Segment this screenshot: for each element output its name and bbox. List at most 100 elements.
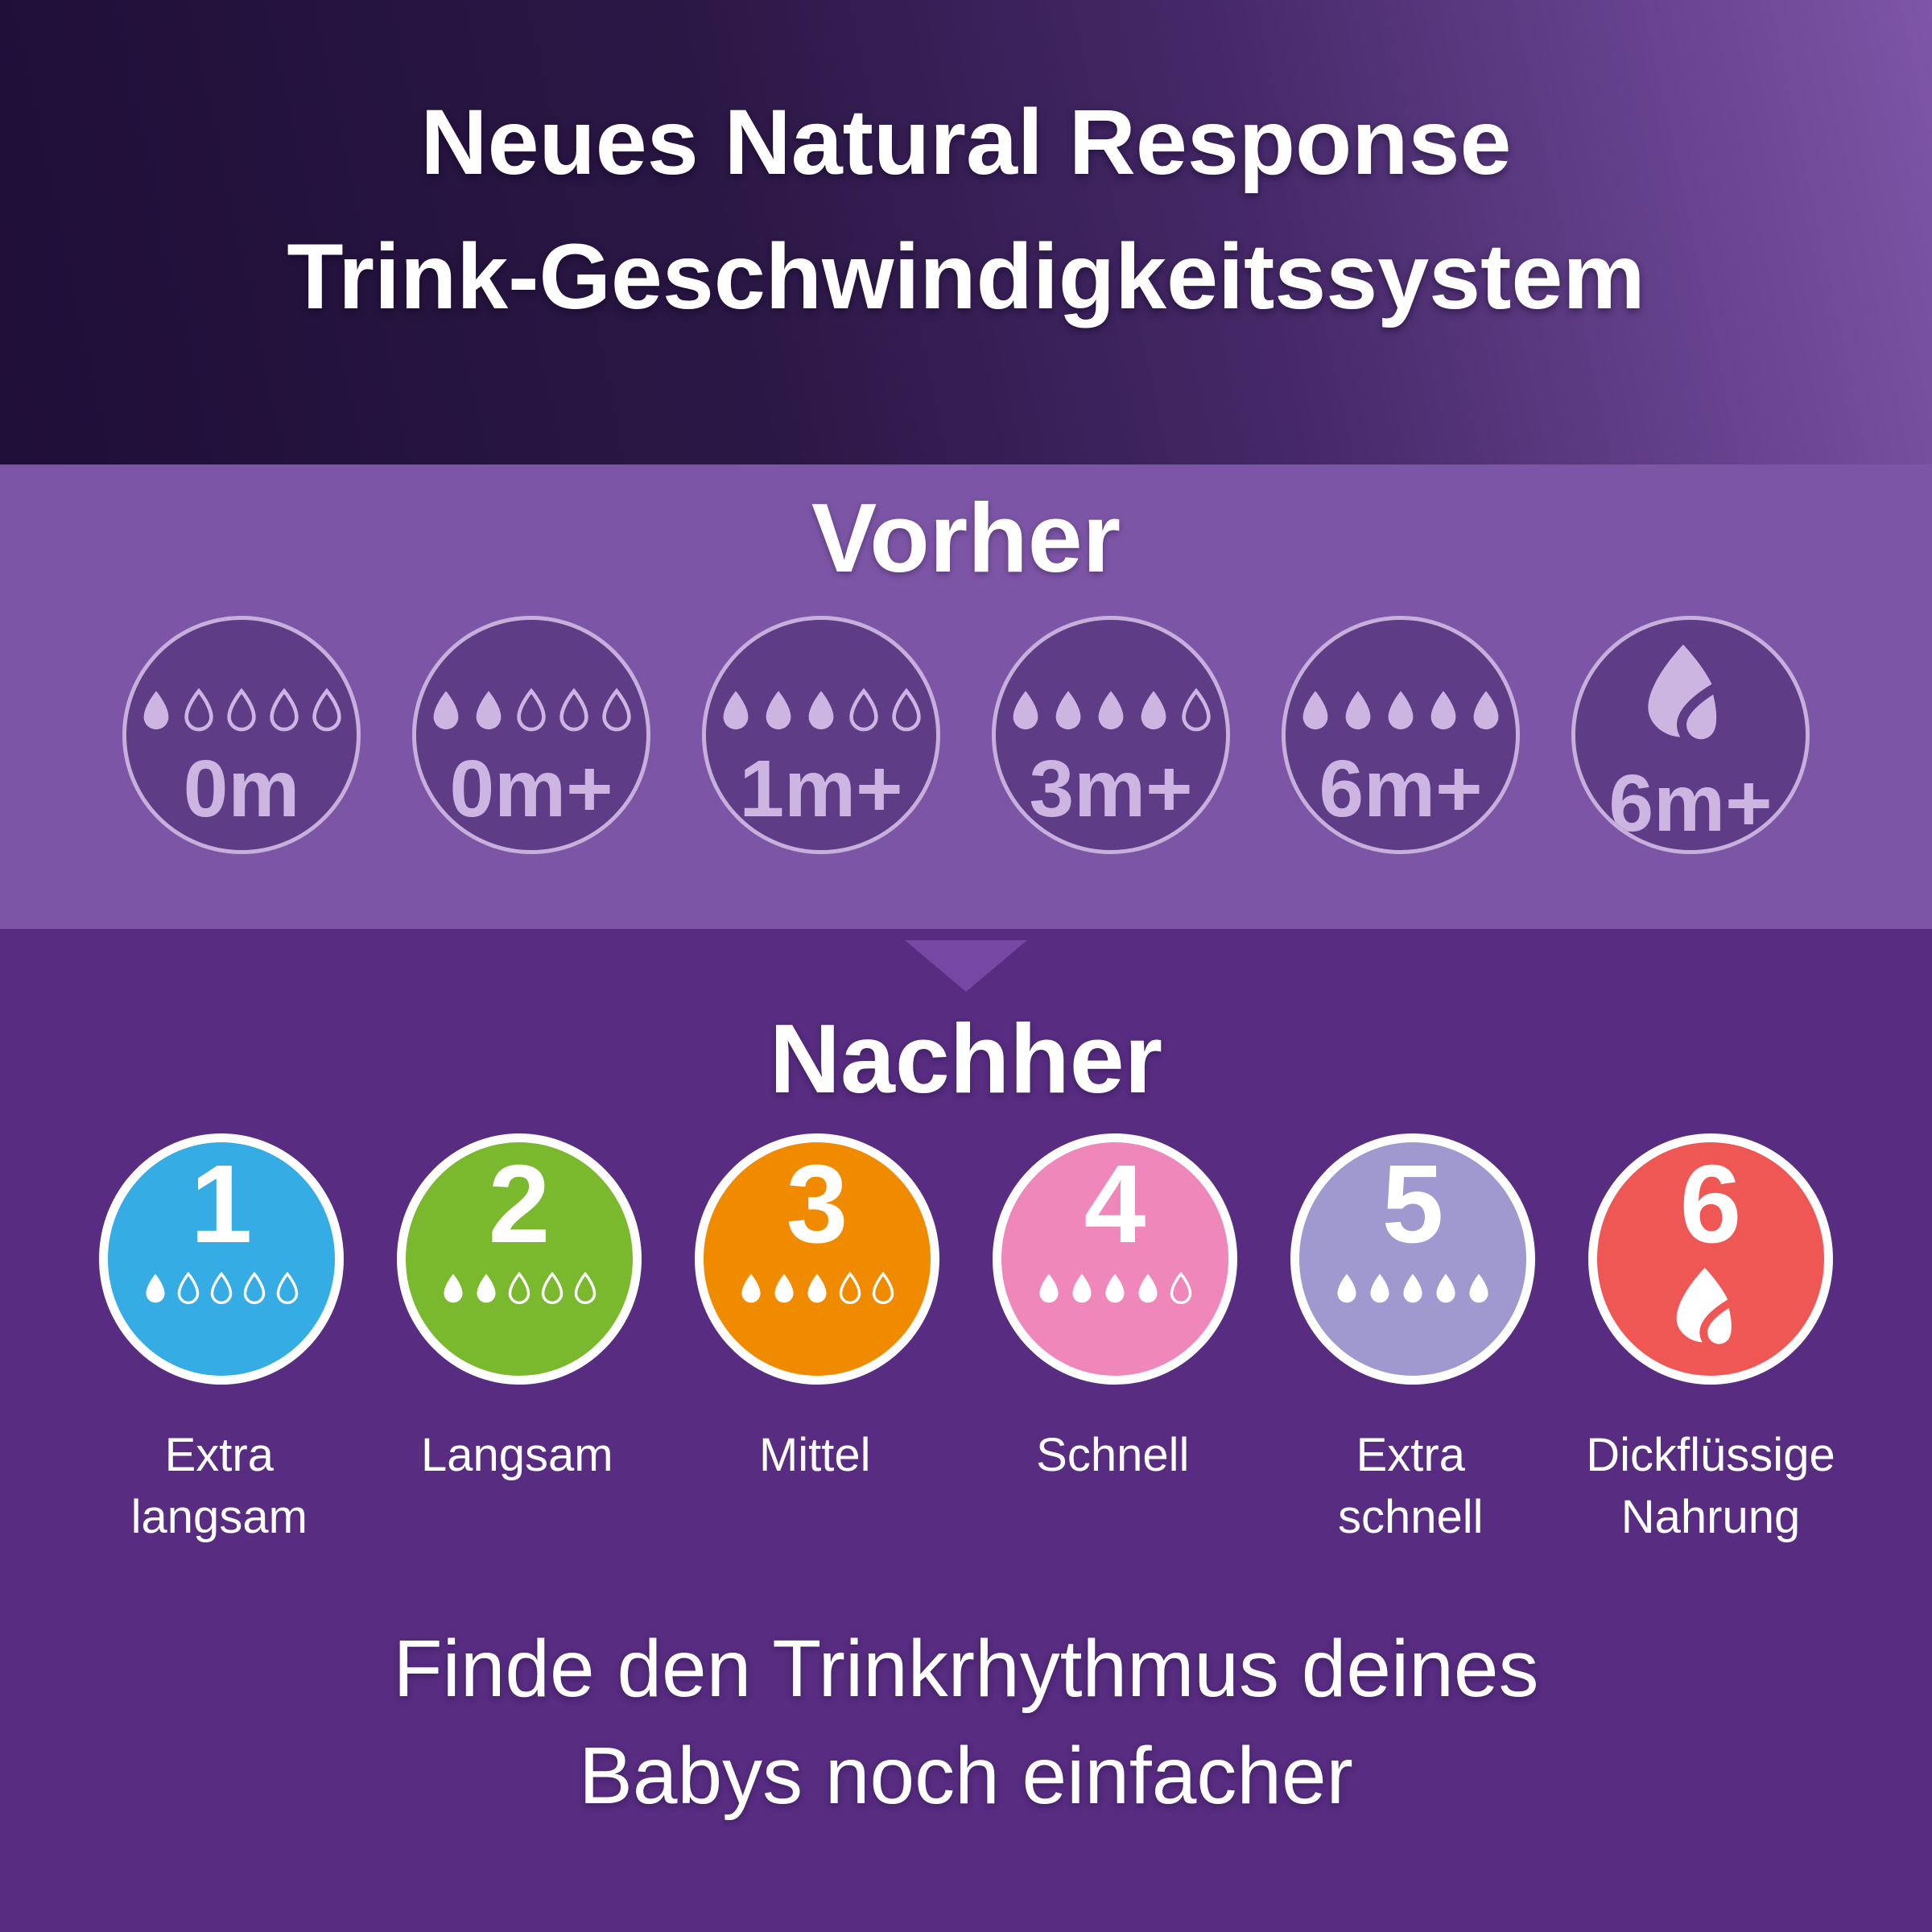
before-circle-label: 6m+: [1319, 744, 1483, 835]
after-circle-number: 1: [190, 1142, 253, 1267]
droplet-row: [430, 687, 633, 734]
after-circle-label: Extra schnell: [1338, 1429, 1484, 1543]
after-circle-number: 6: [1679, 1142, 1742, 1267]
before-circle-label: 3m+: [1029, 744, 1193, 835]
droplet-outline-icon: [1182, 688, 1211, 732]
droplet-filled-icon: [1098, 691, 1124, 730]
after-circle: 4: [993, 1133, 1237, 1385]
before-circle-row: 0m 0m+ 1m+ 3m+ 6m+ 6m+: [0, 616, 1932, 855]
droplet-outline-icon: [210, 1272, 233, 1305]
droplet-filled-icon: [1469, 1274, 1488, 1303]
droplet-outline-icon: [559, 688, 588, 732]
after-circle: 5: [1290, 1133, 1535, 1385]
droplet-row: [720, 687, 923, 734]
droplet-filled-icon: [723, 691, 749, 730]
droplet-filled-icon: [1055, 691, 1081, 730]
droplet-outline-icon: [184, 688, 213, 732]
after-circle: 3: [695, 1133, 939, 1385]
after-circle: 1: [99, 1133, 344, 1385]
droplet-outline-icon: [574, 1272, 597, 1305]
footer-line2: Babys noch einfacher: [579, 1731, 1353, 1822]
droplet-row: [1009, 687, 1212, 734]
before-circle-label: 0m: [183, 744, 300, 835]
droplet-filled-icon: [1436, 1274, 1455, 1303]
before-circle-label: 6m+: [1608, 758, 1773, 849]
droplet-row: [1335, 1271, 1491, 1307]
droplet-filled-icon: [433, 691, 459, 730]
after-circle-number: 5: [1381, 1142, 1444, 1267]
droplet-filled-icon: [1072, 1274, 1092, 1303]
droplet-filled-icon: [476, 691, 502, 730]
before-circle: 1m+: [702, 616, 940, 855]
droplet-filled-icon: [808, 691, 834, 730]
footer-text: Finde den Trinkrhythmus deines Babys noc…: [0, 1616, 1932, 1830]
before-circle: 6m+: [1282, 616, 1520, 855]
footer-line1: Finde den Trinkrhythmus deines: [393, 1624, 1539, 1715]
droplet-filled-icon: [1403, 1274, 1422, 1303]
droplet-outline-icon: [839, 1272, 861, 1305]
before-circle-label: 0m+: [449, 744, 613, 835]
after-heading: Nachher: [769, 1004, 1163, 1113]
header: Neues Natural Response Trink-Geschwindig…: [0, 0, 1932, 464]
thick-feed-droplet-icon: [1676, 1268, 1740, 1352]
droplet-filled-icon: [774, 1274, 794, 1303]
droplet-filled-icon: [146, 1274, 165, 1303]
droplet-row: [441, 1271, 597, 1307]
droplet-filled-icon: [1039, 1274, 1059, 1303]
droplet-outline-icon: [270, 688, 299, 732]
droplet-outline-icon: [276, 1272, 299, 1305]
before-circle: 0m: [122, 616, 361, 855]
after-circle-label: Extra langsam: [130, 1429, 308, 1543]
before-circle: 0m+: [412, 616, 650, 855]
before-circle-label: 1m+: [739, 744, 903, 835]
after-circle-number: 3: [786, 1142, 848, 1267]
after-circle-number: 4: [1084, 1142, 1146, 1267]
after-circle-row: 1 2 3 4 5 6: [0, 1133, 1932, 1385]
droplet-row: [143, 1271, 299, 1307]
before-section: Vorher 0m 0m+ 1m+ 3m+ 6m+ 6m+: [0, 464, 1932, 929]
droplet-outline-icon: [541, 1272, 564, 1305]
after-circle-label: Mittel: [758, 1429, 871, 1482]
droplet-filled-icon: [1473, 691, 1499, 730]
arrow-down-icon: [905, 940, 1027, 992]
droplet-filled-icon: [807, 1274, 827, 1303]
droplet-outline-icon: [849, 688, 878, 732]
droplet-row: [739, 1271, 895, 1307]
before-circle: 3m+: [992, 616, 1230, 855]
droplet-outline-icon: [312, 688, 341, 732]
droplet-filled-icon: [1430, 691, 1456, 730]
after-label-row: Extra langsam Langsam Mittel Schnell Extra s…: [0, 1425, 1932, 1548]
droplet-row: [1299, 687, 1502, 734]
after-circle-label: Langsam: [420, 1429, 613, 1482]
after-circle-label: Schnell: [1036, 1429, 1190, 1482]
after-section: Nachher 1 2 3 4 5 6 Extra langsam Langsam…: [0, 940, 1932, 1830]
droplet-filled-icon: [766, 691, 791, 730]
droplet-filled-icon: [741, 1274, 761, 1303]
droplet-filled-icon: [1302, 691, 1328, 730]
after-circle: 6: [1588, 1133, 1833, 1385]
page-title-line2: Trink-Geschwindigkeitssystem: [287, 225, 1645, 328]
droplet-row: [140, 687, 343, 734]
droplet-outline-icon: [517, 688, 546, 732]
droplet-outline-icon: [243, 1272, 266, 1305]
after-circle-number: 2: [488, 1142, 551, 1267]
droplet-outline-icon: [227, 688, 256, 732]
droplet-filled-icon: [1337, 1274, 1356, 1303]
droplet-outline-icon: [602, 688, 631, 732]
droplet-filled-icon: [143, 691, 169, 730]
after-circle: 2: [397, 1133, 642, 1385]
droplet-outline-icon: [508, 1272, 530, 1305]
droplet-outline-icon: [177, 1272, 200, 1305]
droplet-outline-icon: [1170, 1272, 1192, 1305]
droplet-filled-icon: [1013, 691, 1038, 730]
page-title-line1: Neues Natural Response: [420, 91, 1512, 195]
before-circle: 6m+: [1571, 616, 1810, 855]
before-heading: Vorher: [811, 483, 1121, 592]
droplet-filled-icon: [1138, 1274, 1158, 1303]
droplet-filled-icon: [444, 1274, 463, 1303]
droplet-outline-icon: [892, 688, 921, 732]
droplet-row: [1037, 1271, 1193, 1307]
droplet-filled-icon: [1345, 691, 1371, 730]
after-circle-label: Dickflüssige Nahrung: [1586, 1429, 1835, 1543]
thick-feed-droplet-icon: [1648, 645, 1727, 749]
